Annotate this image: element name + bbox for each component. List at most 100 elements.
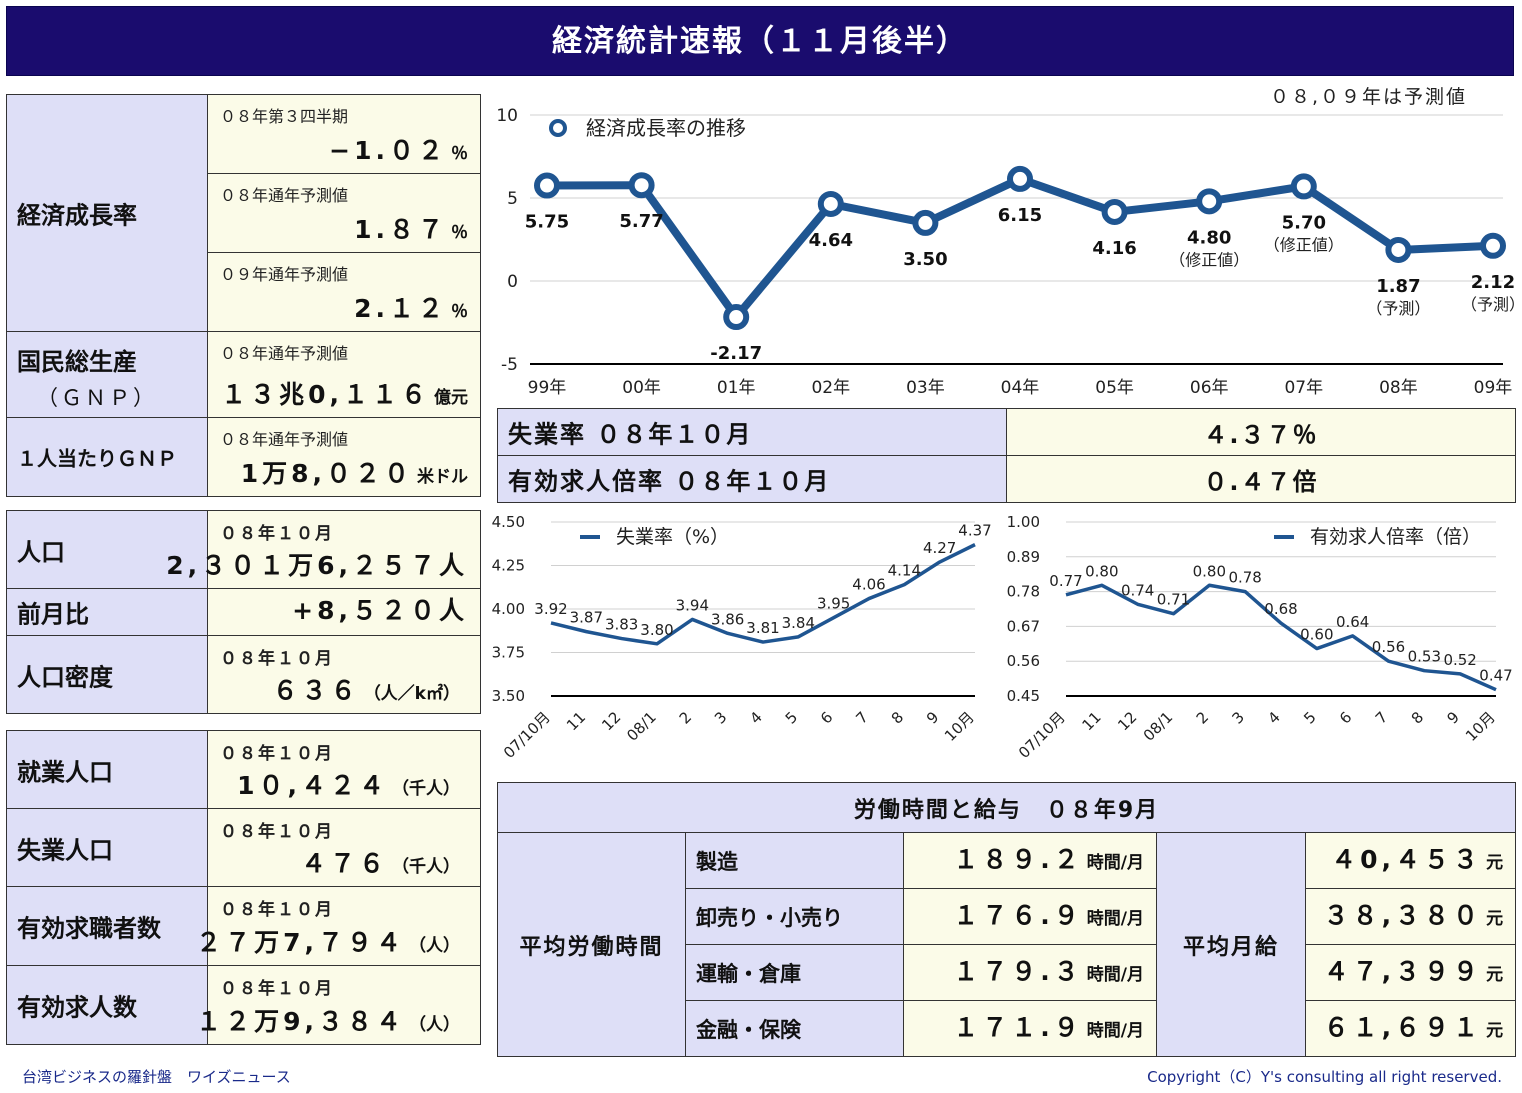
x-tick-label: 3	[1229, 708, 1248, 727]
x-tick-label: 3	[711, 708, 730, 727]
population-label: 人口	[17, 538, 65, 566]
x-tick-label: 12	[598, 708, 624, 734]
x-tick-label: 99年	[528, 378, 567, 398]
growth-09-value: 2.１２	[354, 294, 447, 323]
y-tick-label: 0	[507, 272, 518, 292]
growth-08-value: 1.８７	[354, 215, 447, 244]
growth-q3-period: ０８年第３四半期	[220, 107, 349, 126]
x-tick-label: 07/10月	[500, 708, 554, 762]
employed-period: ０８年１０月	[220, 744, 334, 764]
pay-finance: ６１,６９１	[1323, 1013, 1483, 1042]
x-tick-label: 08/1	[1140, 708, 1177, 745]
data-label: 4.06	[852, 576, 885, 594]
y-tick-label: 0.45	[1007, 687, 1040, 705]
job-seekers-cell: ０８年１０月 ２７万7,７９４ （人）	[196, 886, 481, 966]
population-value: 2,３０１万6,２５７人	[166, 551, 468, 580]
x-tick-label: 4	[1264, 708, 1283, 727]
data-label: 0.56	[1372, 638, 1405, 656]
avg-pay-label: 平均月給	[1156, 832, 1306, 1057]
pay-transport-cell: ４７,３９９ 元	[1304, 944, 1517, 1001]
data-point	[912, 209, 939, 236]
population-period: ０８年１０月	[220, 524, 334, 544]
job-seekers-value: ２７万7,７９４	[196, 928, 405, 957]
growth-09-unit: ％	[451, 302, 468, 322]
x-tick-label: 8	[1408, 708, 1427, 727]
growth-q3-cell: ０８年第３四半期 −1.０２ ％	[207, 94, 481, 174]
job-openings-period: ０８年１０月	[220, 979, 334, 999]
legend-label: 失業率（%）	[616, 526, 729, 548]
wages-table: 労働時間と給与 ０８年9月 平均労働時間 製造 １８９.２ 時間/月 平均月給 ４…	[496, 782, 1517, 1057]
gnp-label-cell: 国民総生産 （ＧＮＰ）	[6, 331, 208, 418]
data-label: 0.80	[1193, 562, 1226, 580]
pay-retail-cell: ３８,３８０ 元	[1304, 888, 1517, 945]
x-tick-label: 10月	[1462, 708, 1499, 745]
job-openings-unit: （人）	[409, 1015, 460, 1035]
page-title: 経済統計速報（１１月後半）	[6, 6, 1514, 76]
gnp-label-sub: （ＧＮＰ）	[37, 386, 157, 410]
unemployed-label: 失業人口	[17, 836, 113, 864]
pay-retail: ３８,３８０	[1323, 901, 1483, 930]
avg-hours-label: 平均労働時間	[497, 832, 686, 1057]
gnp-per-capita-value: 1万8,０２０	[240, 459, 413, 488]
gnp-value: １３兆0,１１６	[221, 380, 430, 409]
employed-label: 就業人口	[17, 758, 113, 786]
gnp-period: ０８年通年予測値	[220, 344, 349, 363]
data-label: 0.80	[1085, 562, 1118, 580]
data-label: 0.52	[1443, 651, 1476, 669]
pay-unit-1: 元	[1486, 853, 1504, 873]
industry-retail: 卸売り・小売り	[685, 888, 904, 945]
employment-table: 就業人口 ０８年１０月 1０,４２４ （千人） 失業人口 ０８年１０月 ４７６ （千人）…	[6, 730, 481, 1045]
unemployed-cell: ０８年１０月 ４７６ （千人）	[207, 808, 481, 887]
hours-finance: １７１.９	[953, 1013, 1083, 1042]
series-line	[550, 543, 976, 646]
x-tick-label: 08年	[1379, 378, 1418, 398]
unemployed-unit: （千人）	[392, 857, 460, 877]
x-tick-label: 09年	[1474, 378, 1513, 398]
y-tick-label: 4.00	[492, 600, 525, 618]
data-label: 4.64	[809, 230, 853, 251]
job-ratio-chart: 1.00 0.89 0.78 0.67 0.56 0.45 07/10月 11 12 08/1 2 3…	[1007, 513, 1513, 762]
growth-q3-unit: ％	[451, 144, 468, 164]
data-annotation: （修正値）	[1264, 235, 1344, 254]
data-label: 3.95	[817, 595, 850, 613]
industry-finance: 金融・保険	[685, 1000, 904, 1057]
x-tick-label: 5	[1300, 708, 1319, 727]
employed-unit: （千人）	[392, 779, 460, 799]
pay-manufacturing-cell: ４0,４５３ 元	[1304, 832, 1517, 889]
data-annotation: （予測）	[1366, 299, 1430, 318]
chart-note: ０８,０９年は予測値	[1270, 86, 1467, 108]
data-label: 0.64	[1336, 613, 1369, 631]
data-label: -2.17	[710, 343, 762, 364]
density-period: ０８年１０月	[220, 649, 334, 669]
unemployed-label-cell: 失業人口	[6, 808, 208, 887]
y-tick-label: 10	[496, 106, 518, 126]
density-label: 人口密度	[17, 663, 113, 691]
data-label: 0.53	[1408, 648, 1441, 666]
hours-retail-cell: １７６.９ 時間/月	[903, 888, 1157, 945]
density-value: ６３６	[272, 676, 360, 705]
job-ratio-label: 有効求人倍率 ０８年１０月	[508, 467, 831, 496]
job-ratio-value: ０.４７倍	[1006, 455, 1516, 503]
gnp-per-capita-period: ０８年通年予測値	[220, 430, 349, 449]
y-tick-label: 0.78	[1007, 583, 1040, 601]
unemployment-rate-label: 失業率 ０８年１０月	[508, 420, 753, 449]
density-cell: ０８年１０月 ６３６ （人／k㎡）	[207, 635, 481, 714]
labor-summary-table: 失業率 ０８年１０月 ４.３７％ 有効求人倍率 ０８年１０月 ０.４７倍	[497, 408, 1516, 503]
data-label: 0.68	[1264, 600, 1297, 618]
industry-manufacturing: 製造	[685, 832, 904, 889]
data-label: 4.16	[1092, 238, 1136, 259]
hours-transport: １７９.３	[953, 957, 1083, 986]
gnp-per-capita-label-cell: １人当たりＧＮＰ	[6, 417, 208, 497]
y-tick-label: 0.67	[1007, 617, 1040, 635]
gnp-unit: 億元	[434, 388, 468, 408]
x-tick-label: 07/10月	[1015, 708, 1069, 762]
y-tick-label: 1.00	[1007, 513, 1040, 531]
data-annotation: （予測）	[1461, 295, 1522, 314]
legend-label: 経済成長率の推移	[586, 116, 746, 140]
x-tick-label: 8	[888, 708, 907, 727]
data-annotation: （修正値）	[1169, 250, 1249, 269]
data-label: 1.87	[1376, 276, 1420, 297]
x-tick-label: 6	[1336, 708, 1355, 727]
footer-right: Copyright（C）Y's consulting all right res…	[1147, 1068, 1502, 1086]
wages-title: 労働時間と給与 ０８年9月	[496, 782, 1517, 833]
